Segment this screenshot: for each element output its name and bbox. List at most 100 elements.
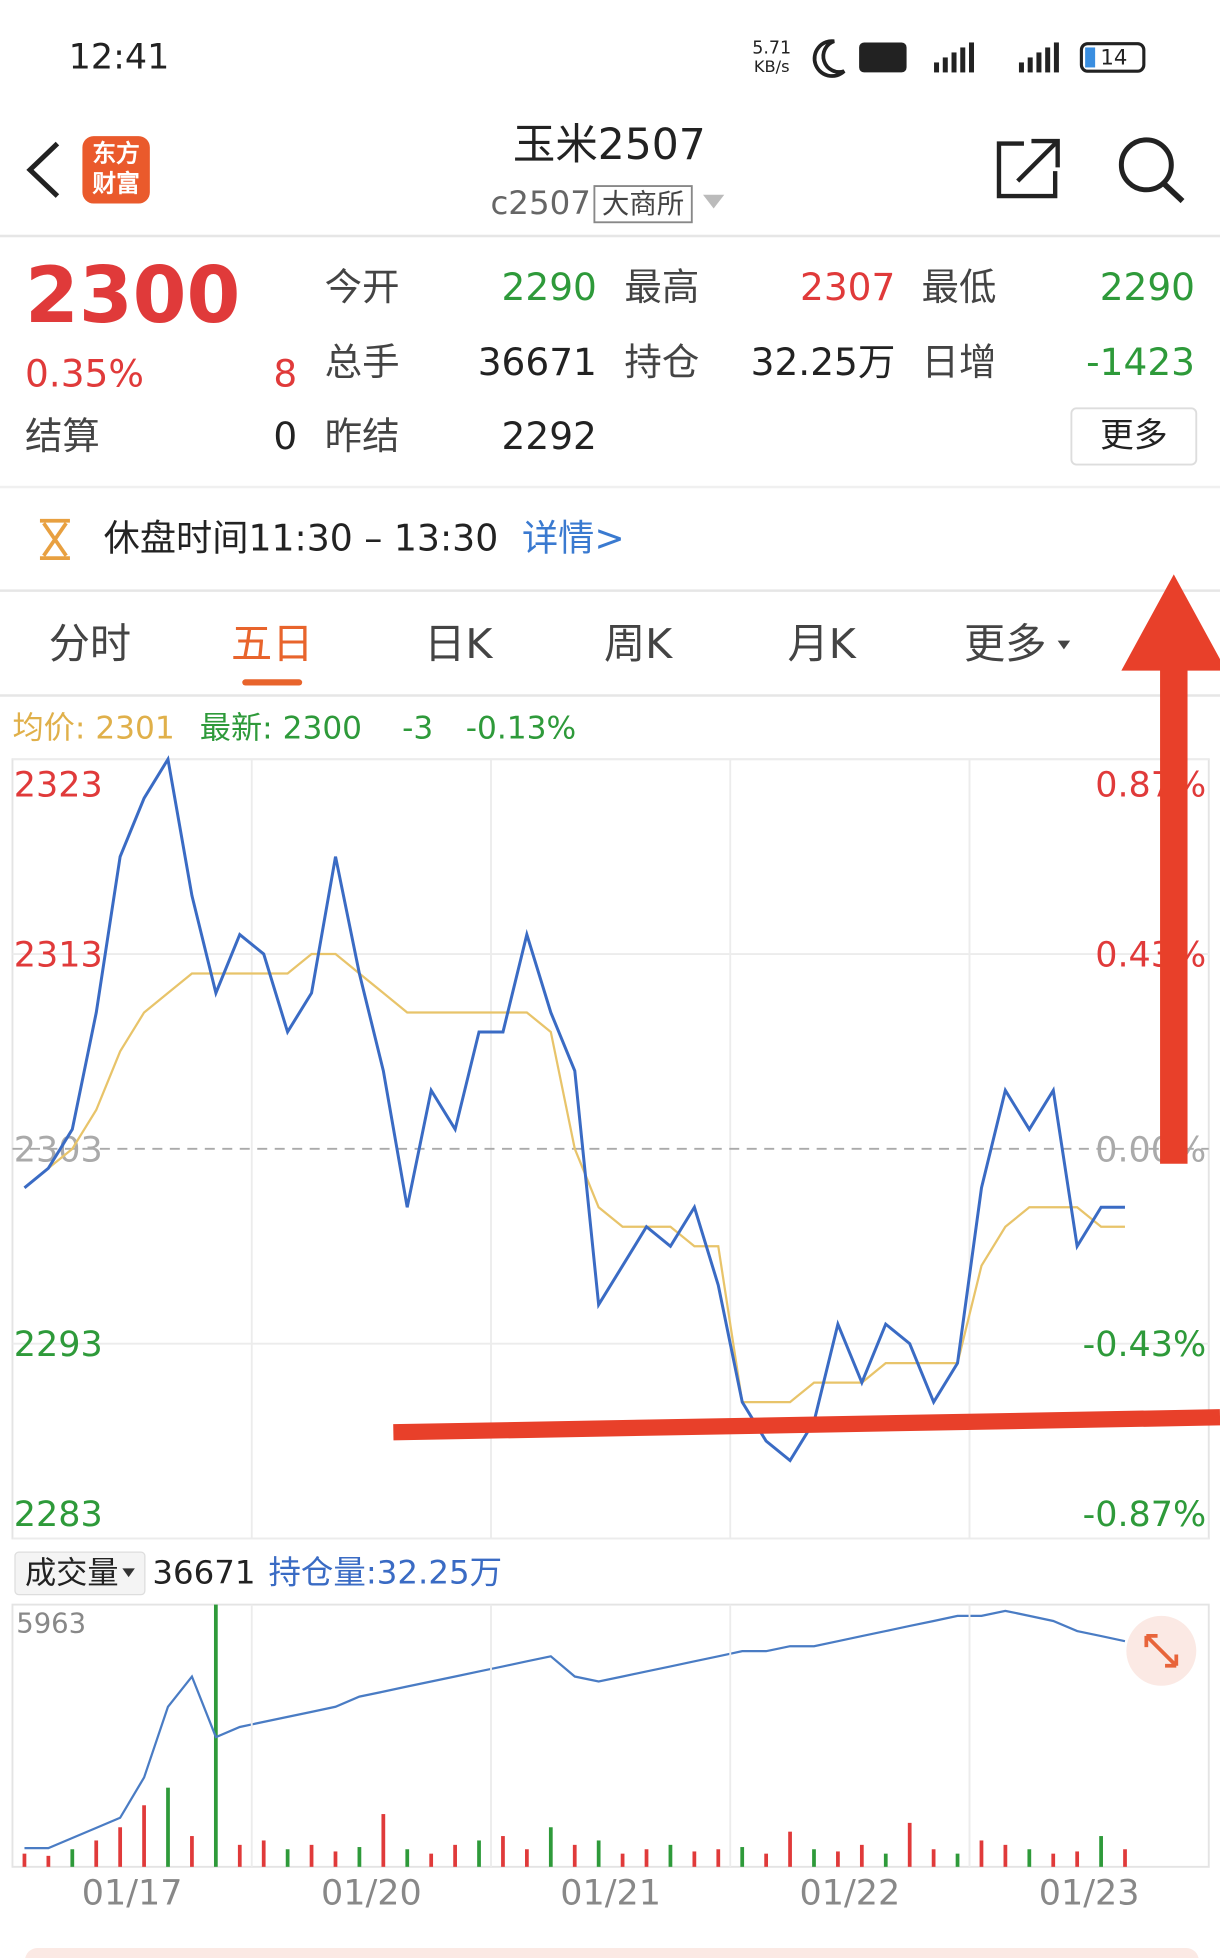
battery-level: [1085, 47, 1096, 68]
volume-bar: [883, 1853, 888, 1867]
field-label: 今开: [325, 265, 400, 309]
logo-text: 东方: [92, 139, 139, 167]
volume-selector[interactable]: [14, 1551, 146, 1596]
volume-bar: [1099, 1836, 1103, 1867]
tab[interactable]: 日K: [424, 620, 493, 668]
y2-tick-label: 0.43%: [1095, 936, 1206, 976]
settle-value: 0: [273, 414, 297, 458]
volume-bar: [1051, 1853, 1056, 1867]
volume-bar: [644, 1849, 649, 1867]
net-speed: 5.71: [752, 39, 791, 59]
tab[interactable]: 分时: [49, 620, 131, 668]
bottom-bar: [25, 1948, 1199, 1958]
y-tick-label: 2283: [14, 1495, 103, 1535]
dropdown-arrow: [122, 1568, 135, 1578]
dropdown-arrow[interactable]: [703, 194, 725, 209]
battery-icon: [1079, 42, 1146, 73]
volume-bar: [237, 1844, 242, 1867]
volume-bar: [764, 1853, 769, 1867]
change-legend: -3: [402, 710, 433, 746]
logo[interactable]: [82, 136, 150, 204]
field-label: 昨结: [325, 414, 400, 458]
volume-frame: [11, 1603, 1210, 1868]
divider: [0, 485, 1220, 489]
volume-bar: [70, 1849, 75, 1867]
volume-bar: [548, 1827, 553, 1867]
logo-text: 财富: [92, 169, 139, 197]
search-button[interactable]: [1118, 137, 1174, 193]
field-value: 2290: [502, 265, 597, 309]
tab[interactable]: 周K: [604, 620, 673, 668]
latest-legend: 最新: 2300: [200, 710, 362, 746]
volume-total: 36671: [152, 1554, 255, 1592]
volume-bar: [46, 1855, 51, 1867]
annotation-line: [393, 1409, 1220, 1441]
avg-line: [23, 952, 1125, 1404]
volume-bar: [907, 1822, 912, 1867]
volume-bar: [118, 1827, 123, 1867]
expand-icon: [1144, 1633, 1179, 1668]
volume-bar: [931, 1849, 936, 1867]
volume-bar: [285, 1849, 290, 1867]
volume-bar: [859, 1844, 864, 1867]
field-value: 2292: [502, 414, 597, 458]
change-pct: 0.35%: [25, 351, 144, 395]
signal-icons: [934, 42, 1059, 73]
volume-bar: [1075, 1851, 1080, 1867]
field-value: 2290: [1100, 265, 1195, 309]
volume-bar: [22, 1853, 27, 1867]
field-label: 日增: [922, 340, 997, 384]
clock: 12:41: [69, 38, 170, 78]
volume-bar: [525, 1849, 529, 1867]
y2-tick-label: -0.87%: [1083, 1495, 1207, 1535]
tab[interactable]: 月K: [788, 620, 857, 668]
price-line: [23, 755, 1125, 1463]
volume-bar: [620, 1853, 625, 1867]
volume-bar: [572, 1844, 577, 1867]
tab[interactable]: 五日: [231, 620, 313, 668]
volume-bar: [716, 1849, 721, 1867]
volume-bar: [453, 1844, 457, 1867]
back-button[interactable]: [26, 141, 60, 198]
field-value: 32.25万: [751, 340, 896, 384]
volume-bar: [381, 1814, 386, 1867]
volume-bar: [261, 1840, 266, 1867]
field-label: 总手: [325, 340, 400, 384]
volume-bar: [357, 1847, 362, 1867]
volume-bar: [955, 1853, 960, 1867]
volume-bar: [429, 1853, 434, 1867]
volume-bar: [692, 1851, 697, 1867]
more-button[interactable]: [1070, 407, 1198, 466]
volume-bar: [190, 1836, 194, 1867]
contract-code: c2507: [490, 184, 590, 222]
volume-bar: [1003, 1844, 1008, 1867]
pct-legend: -0.13%: [466, 710, 576, 746]
x-tick-label: 01/20: [321, 1873, 422, 1913]
oi-line: [24, 1609, 1126, 1850]
volume-bar: [812, 1849, 816, 1867]
volume-bar: [596, 1840, 601, 1867]
volume-bar: [333, 1851, 338, 1867]
x-tick-label: 01/17: [82, 1873, 183, 1913]
volume-bar: [1027, 1849, 1032, 1867]
exchange: 大商所: [602, 189, 684, 220]
notice-link[interactable]: 详情>: [522, 517, 625, 560]
volume-bar: [142, 1805, 146, 1867]
y2-tick-label: 0.87%: [1095, 766, 1206, 806]
volume-bar: [166, 1787, 170, 1867]
search-handle: [1161, 181, 1185, 204]
volume-bar: [501, 1836, 505, 1867]
moon-icon: [812, 39, 846, 78]
volume-bar: [668, 1844, 673, 1867]
field-value: -1423: [1086, 340, 1195, 384]
x-tick-label: 01/23: [1039, 1873, 1140, 1913]
volume-bar: [836, 1851, 840, 1867]
y-tick-label: 2293: [14, 1325, 103, 1365]
share-button[interactable]: [996, 138, 1060, 199]
annotation-arrowhead: [1121, 574, 1220, 671]
volume-bar: [740, 1847, 745, 1867]
notice-text: 休盘时间11:30 – 13:30: [104, 517, 499, 560]
tab[interactable]: 更多: [964, 620, 1046, 668]
change-value: 8: [273, 351, 297, 395]
